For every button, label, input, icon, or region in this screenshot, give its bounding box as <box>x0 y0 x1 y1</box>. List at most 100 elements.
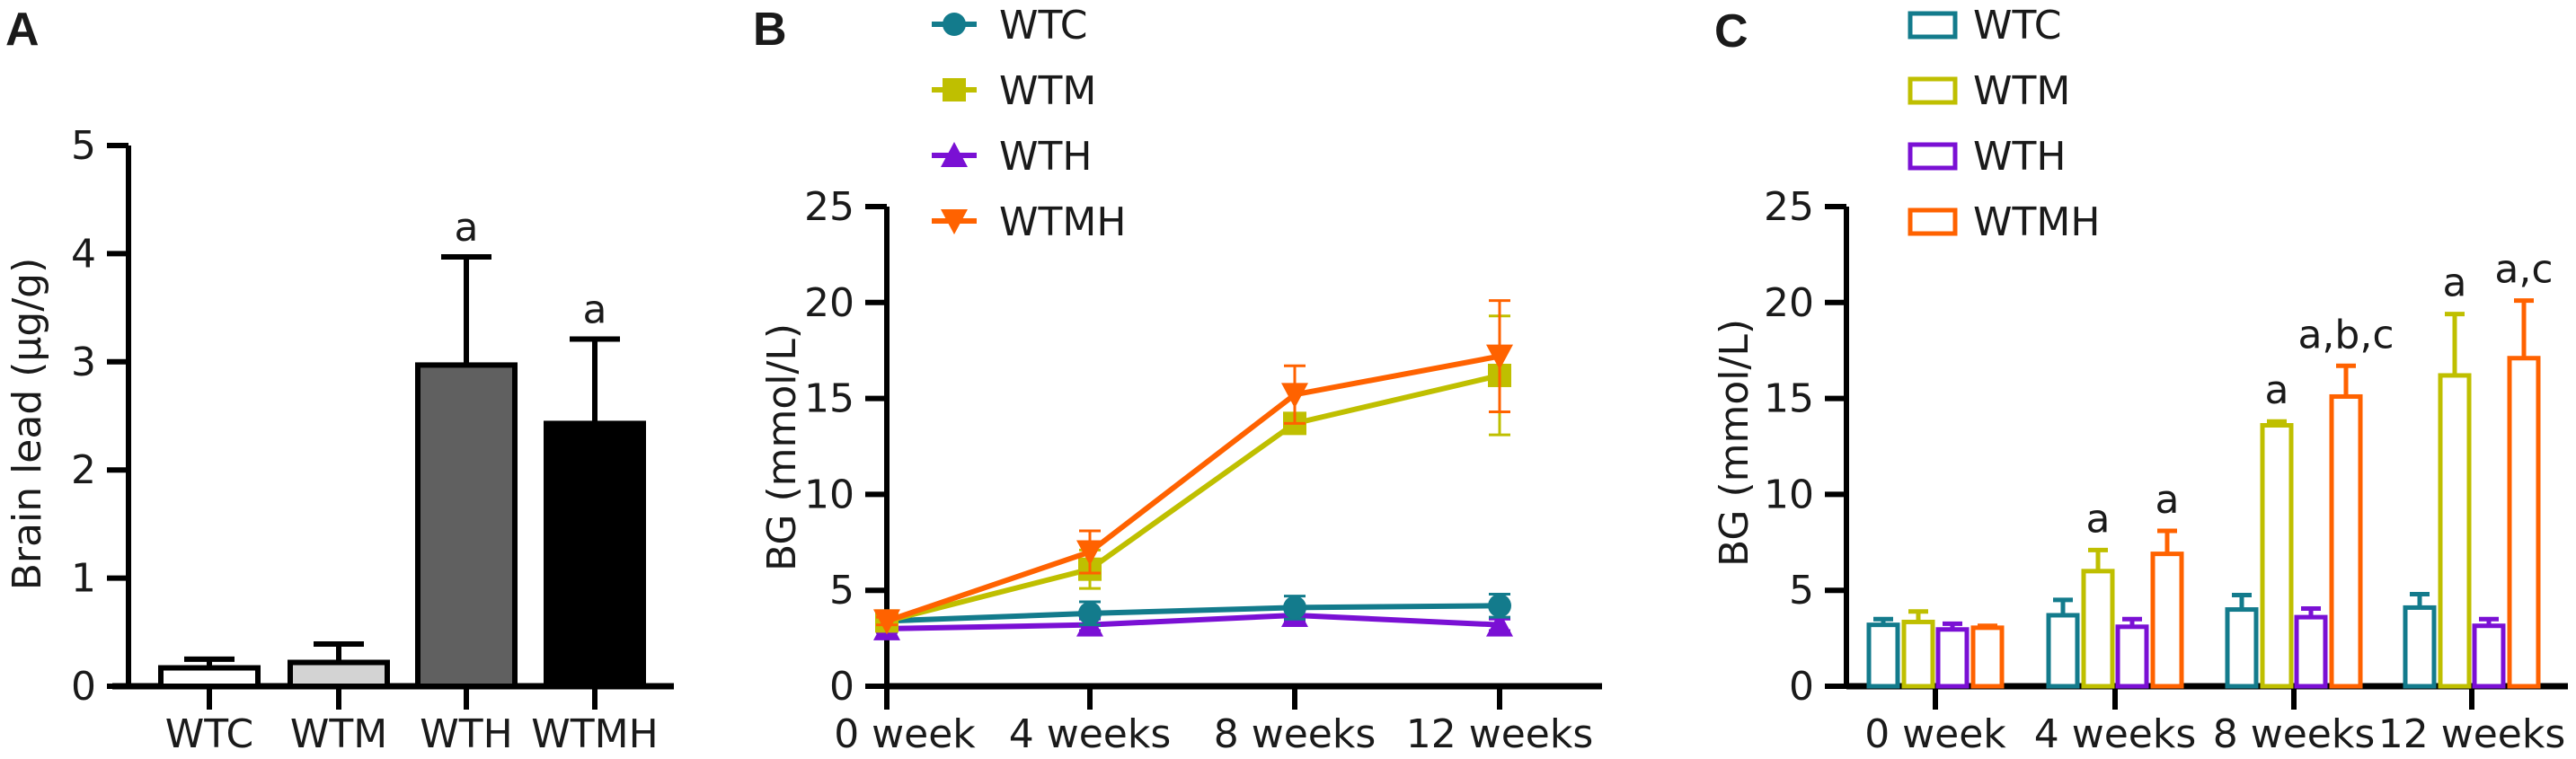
significance-label: a <box>2086 496 2111 542</box>
y-tick-label: 5 <box>71 123 96 169</box>
significance-label: a <box>583 287 607 333</box>
legend-marker <box>941 142 968 167</box>
legend-label: WTC <box>1973 3 2062 49</box>
data-point <box>1281 383 1308 409</box>
y-tick-label: 15 <box>804 376 854 422</box>
bar <box>2046 613 2080 689</box>
bar <box>1901 619 1935 689</box>
data-point <box>1486 611 1513 637</box>
y-tick-label: 2 <box>71 447 96 493</box>
x-tick-label: 12 weeks <box>2378 711 2566 757</box>
series-wth <box>1935 605 2506 689</box>
x-tick-label: 0 week <box>834 711 976 757</box>
x-tick-label: WTH <box>420 711 512 757</box>
significance-label: a <box>455 205 479 251</box>
legend-marker <box>943 78 966 101</box>
bar <box>1866 622 1900 689</box>
bar <box>2115 624 2149 689</box>
y-axis-label: BG (mmol/L) <box>1712 319 1757 567</box>
legend-item-wth: WTH <box>1908 134 2066 180</box>
y-tick-label: 5 <box>1789 568 1814 613</box>
y-tick-label: 20 <box>1764 280 1814 326</box>
x-tick-label: WTC <box>165 711 254 757</box>
significance-label: a <box>2265 367 2289 413</box>
x-tick-label: 8 weeks <box>1214 711 1377 757</box>
bar-wtmh <box>544 420 646 689</box>
bar-wtm <box>288 659 390 690</box>
legend-item-wtm: WTM <box>1908 68 2070 114</box>
legend-swatch <box>1908 11 1958 40</box>
series-wtmh <box>1970 298 2541 689</box>
y-axis-label: Brain lead (μg/g) <box>4 258 50 591</box>
bar <box>2081 569 2115 689</box>
legend-item-wtmh: WTMH <box>1908 199 2100 245</box>
significance-label: a,b,c <box>2297 312 2394 357</box>
series-line <box>886 612 1500 631</box>
panel-letter: A <box>5 4 40 56</box>
legend-swatch <box>1908 207 1958 236</box>
legend-item-wth: WTH <box>932 134 1092 180</box>
series-line <box>886 353 1500 624</box>
panel-a-brain-lead-bar-chart: 0 1 2 3 4 5 Brain lead (μg/g) A WTC WTM WTH WTMH a a <box>4 4 674 757</box>
x-tick-label: 12 weeks <box>1406 711 1594 757</box>
panel-c-bg-bar-chart: 0 5 10 15 20 25 BG (mmol/L) C 0 week 4 weeks 8 wee… <box>1712 3 2568 757</box>
panel-b-bg-line-chart: 0 5 10 15 20 25 BG (mmol/L) B 0 week 4 weeks 8 wee… <box>753 3 1602 757</box>
x-tick-label: 4 weeks <box>1009 711 1172 757</box>
y-tick-label: 10 <box>804 472 854 517</box>
y-tick-label: 25 <box>1764 184 1814 230</box>
legend-label: WTH <box>1973 134 2066 180</box>
bar <box>2403 605 2437 689</box>
x-tick-label: WTM <box>290 711 387 757</box>
bar <box>2438 373 2472 689</box>
bar <box>2260 423 2294 689</box>
series-wtmh <box>873 299 1513 635</box>
data-point <box>1283 596 1306 620</box>
bar <box>2329 393 2363 689</box>
data-point <box>1078 601 1102 625</box>
x-tick-label: 8 weeks <box>2213 711 2376 757</box>
panel-letter: C <box>1714 5 1748 57</box>
legend-label: WTH <box>999 134 1092 180</box>
series-wtc <box>1866 591 2437 689</box>
data-point <box>1076 540 1103 566</box>
y-tick-label: 1 <box>71 556 96 602</box>
series-wtm <box>1901 312 2472 689</box>
legend-marker <box>943 13 966 36</box>
legend-label: WTMH <box>1973 199 2100 245</box>
bar <box>2472 623 2506 689</box>
y-tick-label: 25 <box>804 184 854 230</box>
legend-item-wtc: WTC <box>932 3 1088 49</box>
y-tick-label: 15 <box>1764 376 1814 422</box>
bar <box>2507 356 2541 689</box>
legend-label: WTM <box>999 68 1096 114</box>
legend-label: WTMH <box>999 199 1126 245</box>
bar <box>1935 627 1970 689</box>
data-point <box>1488 594 1511 618</box>
legend-item-wtm: WTM <box>932 68 1096 114</box>
significance-label: a,c <box>2494 247 2553 293</box>
legend-item-wtmh: WTMH <box>932 199 1126 245</box>
significance-label: a <box>2156 477 2180 523</box>
y-tick-label: 4 <box>71 231 96 277</box>
y-tick-label: 3 <box>71 340 96 385</box>
panel-letter: B <box>753 4 787 56</box>
y-tick-label: 20 <box>804 280 854 326</box>
x-tick-label: 0 week <box>1864 711 2006 757</box>
significance-label: a <box>2443 260 2467 306</box>
bar-wth <box>415 362 518 689</box>
data-point <box>1486 344 1513 370</box>
bar-wtc <box>158 665 261 689</box>
bar <box>2150 552 2184 689</box>
legend-swatch <box>1908 76 1958 105</box>
series-line <box>886 603 1500 624</box>
legend-label: WTC <box>999 3 1088 49</box>
legend-marker <box>941 209 968 234</box>
y-axis-label: BG (mmol/L) <box>759 323 805 571</box>
y-tick-label: 5 <box>829 568 854 613</box>
x-tick-label: WTMH <box>531 711 658 757</box>
legend-label: WTM <box>1973 68 2070 114</box>
data-point <box>873 609 900 635</box>
bar <box>2294 614 2328 689</box>
legend-item-wtc: WTC <box>1908 3 2062 49</box>
